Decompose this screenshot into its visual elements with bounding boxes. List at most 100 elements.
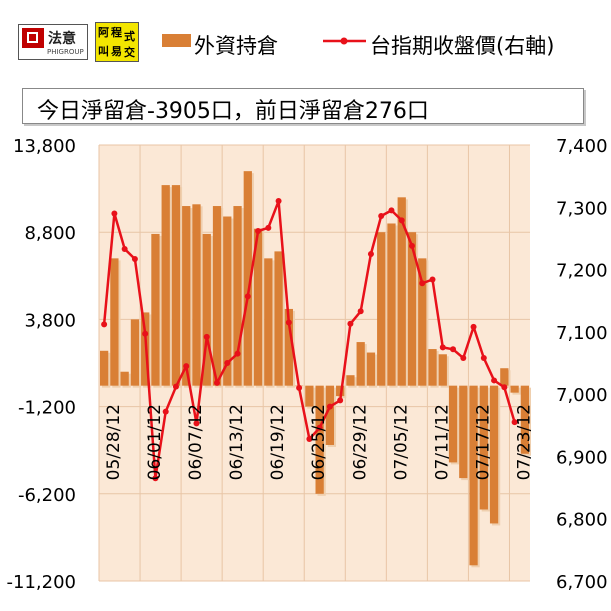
price-point	[172, 383, 179, 390]
bar	[336, 385, 345, 397]
price-point	[121, 246, 128, 253]
price-point	[152, 475, 159, 482]
price-point	[131, 255, 138, 262]
right-tick-label: 7,200	[556, 261, 608, 282]
bar	[387, 223, 396, 386]
bar	[151, 233, 160, 386]
legend-line-marker	[340, 37, 348, 45]
price-point	[101, 321, 108, 328]
left-tick-label: -6,200	[18, 485, 76, 506]
price-point	[203, 333, 210, 340]
price-point	[501, 384, 508, 391]
logo2-char: 式	[124, 30, 135, 43]
bar	[500, 368, 509, 386]
bar	[161, 185, 170, 386]
logo2-char: 叫	[98, 45, 109, 58]
price-point	[357, 308, 364, 315]
price-point	[347, 320, 354, 327]
x-tick-label: 06/25/12	[309, 404, 329, 480]
price-point	[214, 379, 221, 386]
x-tick-label: 06/29/12	[350, 404, 370, 480]
price-point	[367, 251, 374, 257]
price-point	[460, 355, 467, 362]
left-axis: 13,800 8,800 3,800 -1,200 -6,200 -11,200	[7, 136, 76, 593]
right-tick-label: 6,900	[556, 447, 608, 468]
bar	[448, 385, 458, 463]
right-tick-label: 7,300	[556, 198, 608, 219]
price-point	[326, 403, 333, 410]
logo2-char: 易	[111, 45, 122, 58]
bar	[253, 228, 263, 386]
program-logo: 阿 程 式 叫 易 交	[95, 22, 139, 62]
bar	[418, 258, 427, 386]
logo-subtext: PHIGROUP	[47, 48, 84, 56]
bar	[120, 371, 129, 386]
price-point	[378, 213, 385, 220]
bar	[202, 233, 211, 386]
right-tick-label: 7,400	[556, 136, 608, 157]
right-tick-label: 6,800	[556, 510, 608, 531]
bar	[397, 197, 406, 386]
price-point	[480, 355, 487, 362]
bar	[171, 185, 181, 386]
left-tick-label: 8,800	[24, 223, 76, 244]
logo2-char: 阿	[98, 26, 109, 39]
price-point	[234, 350, 241, 357]
bar	[469, 385, 478, 566]
logo-text: 法意	[48, 31, 76, 47]
bar	[212, 206, 222, 386]
left-tick-label: 13,800	[13, 136, 76, 157]
bar	[459, 385, 468, 479]
bar	[479, 385, 488, 510]
right-tick-label: 6,700	[556, 572, 608, 593]
x-tick-label: 05/28/12	[104, 404, 124, 480]
x-axis: 05/28/12 06/01/12 06/07/12 06/13/12 06/19/12…	[104, 404, 534, 480]
price-point	[306, 435, 313, 442]
price-point	[337, 397, 344, 404]
bar	[520, 385, 529, 454]
price-point	[316, 424, 323, 431]
legend-bar-swatch	[162, 34, 191, 47]
price-point	[183, 363, 190, 370]
price-point	[111, 210, 118, 217]
bar	[510, 385, 519, 393]
legend-line-label: 台指期收盤價(右軸)	[370, 34, 555, 58]
bar	[233, 206, 242, 386]
left-tick-label: -11,200	[7, 572, 76, 593]
logo2-char: 交	[124, 46, 135, 59]
bar	[243, 171, 252, 386]
info-box: 今日淨留倉-3905口，前日淨留倉276口	[22, 88, 584, 124]
left-tick-label: 3,800	[24, 310, 76, 331]
bar	[305, 385, 314, 407]
net-position-text: 今日淨留倉-3905口，前日淨留倉276口	[37, 99, 429, 124]
bar	[315, 385, 324, 494]
x-tick-label: 06/13/12	[227, 404, 247, 480]
price-point	[275, 198, 282, 205]
bar	[366, 352, 376, 386]
bar	[428, 349, 437, 386]
bar	[182, 206, 191, 386]
price-point	[193, 420, 200, 427]
price-point	[224, 360, 231, 366]
bar	[264, 258, 273, 386]
bar	[356, 342, 365, 386]
bar	[325, 385, 335, 445]
x-tick-label: 07/23/12	[514, 404, 534, 480]
right-tick-label: 7,000	[556, 385, 608, 406]
price-point	[142, 330, 149, 337]
bar	[284, 308, 293, 386]
x-tick-label: 07/11/12	[432, 404, 452, 480]
right-axis: 7,400 7,300 7,200 7,100 7,000 6,900 6,800 6,700	[556, 136, 608, 593]
right-tick-label: 7,100	[556, 323, 608, 344]
brand-logo: 法意 PHIGROUP	[18, 24, 88, 60]
price-point	[429, 276, 436, 283]
price-point	[296, 384, 303, 391]
x-tick-label: 06/07/12	[186, 404, 206, 480]
price-point	[470, 323, 477, 330]
price-point	[162, 408, 169, 415]
price-point	[255, 227, 262, 234]
price-point	[439, 344, 446, 351]
bar	[100, 350, 109, 386]
bar	[223, 216, 232, 386]
